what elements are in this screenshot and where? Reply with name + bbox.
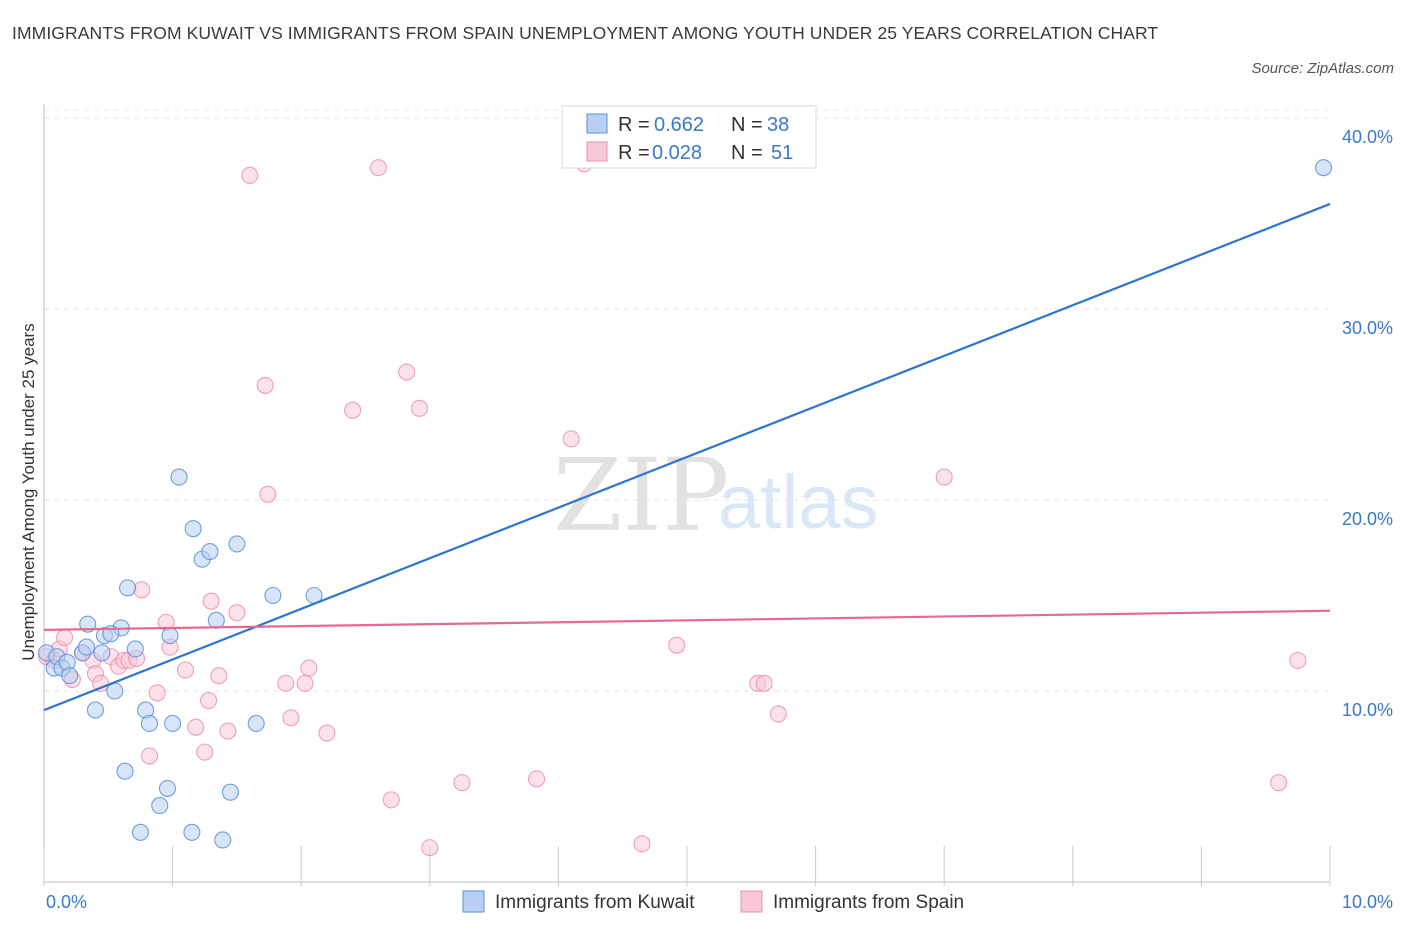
point-kuwait-7 bbox=[77, 638, 95, 656]
point-spain-49 bbox=[769, 705, 787, 723]
point-spain-52 bbox=[1289, 651, 1307, 669]
tick-labels: 10.0% 20.0% 30.0% 40.0% 0.0% 10.0% bbox=[46, 127, 1393, 912]
point-kuwait-37 bbox=[1315, 159, 1333, 177]
point-spain-30 bbox=[277, 674, 295, 692]
point-kuwait-19 bbox=[151, 797, 169, 815]
trend-line-kuwait bbox=[43, 202, 1331, 712]
point-kuwait-9 bbox=[86, 701, 104, 719]
source-label: Source: ZipAtlas.com bbox=[1251, 60, 1394, 77]
point-spain-26 bbox=[228, 604, 246, 622]
trend-line-spain bbox=[43, 609, 1331, 631]
trend-lines bbox=[43, 202, 1331, 712]
legend-n-label-spain: N = bbox=[731, 142, 763, 164]
point-kuwait-21 bbox=[161, 627, 179, 645]
bottom-legend-swatch-kuwait bbox=[462, 890, 485, 913]
point-spain-29 bbox=[259, 485, 277, 503]
watermark-atlas: atlas bbox=[718, 460, 879, 545]
point-spain-34 bbox=[318, 724, 336, 742]
point-spain-40 bbox=[421, 839, 439, 857]
bottom-legend-label-kuwait: Immigrants from Kuwait bbox=[495, 892, 695, 913]
point-spain-51 bbox=[1270, 774, 1288, 792]
point-kuwait-31 bbox=[228, 535, 246, 553]
y-tick-label-30: 30.0% bbox=[1342, 318, 1393, 338]
watermark-zip: ZIP bbox=[553, 437, 729, 554]
legend-r-value-spain: 0.028 bbox=[652, 142, 702, 164]
legend-swatch-spain bbox=[586, 141, 608, 162]
point-spain-42 bbox=[527, 770, 546, 788]
point-spain-22 bbox=[200, 691, 218, 710]
point-spain-46 bbox=[668, 636, 686, 654]
point-kuwait-24 bbox=[183, 823, 201, 841]
point-kuwait-14 bbox=[119, 579, 137, 597]
legend-swatch-kuwait bbox=[586, 113, 608, 134]
point-spain-39 bbox=[410, 399, 429, 417]
point-spain-43 bbox=[562, 430, 580, 448]
gridlines bbox=[44, 109, 1330, 692]
point-kuwait-36 bbox=[116, 762, 134, 780]
bottom-legend: Immigrants from Kuwait Immigrants from S… bbox=[462, 890, 964, 913]
bottom-legend-swatch-spain bbox=[740, 890, 763, 913]
point-spain-50 bbox=[935, 468, 953, 486]
legend-n-value-spain: 51 bbox=[771, 142, 793, 164]
point-kuwait-5 bbox=[61, 667, 79, 685]
y-tick-label-40: 40.0% bbox=[1342, 127, 1393, 147]
point-spain-41 bbox=[453, 774, 471, 792]
point-spain-20 bbox=[187, 718, 205, 736]
point-spain-35 bbox=[344, 401, 362, 419]
y-axis-label: Unemployment Among Youth under 25 years bbox=[19, 323, 38, 660]
legend-n-value-kuwait: 38 bbox=[767, 114, 789, 136]
point-kuwait-33 bbox=[264, 586, 282, 605]
watermark: ZIP atlas bbox=[553, 437, 879, 554]
point-spain-32 bbox=[296, 674, 314, 692]
point-spain-21 bbox=[196, 743, 214, 761]
point-spain-27 bbox=[241, 166, 259, 184]
y-tick-label-20: 20.0% bbox=[1342, 509, 1393, 529]
point-spain-48 bbox=[755, 674, 773, 692]
y-tick-label-10: 10.0% bbox=[1342, 700, 1393, 720]
point-kuwait-15 bbox=[126, 640, 144, 658]
point-kuwait-22 bbox=[164, 714, 182, 733]
point-kuwait-23 bbox=[170, 468, 188, 486]
point-spain-19 bbox=[176, 661, 195, 679]
series-kuwait-points bbox=[38, 159, 1333, 849]
point-kuwait-25 bbox=[184, 520, 202, 538]
legend-r-label-spain: R = bbox=[618, 142, 650, 164]
point-spain-23 bbox=[202, 592, 220, 610]
point-kuwait-30 bbox=[221, 783, 240, 801]
point-kuwait-27 bbox=[201, 543, 219, 561]
point-spain-36 bbox=[369, 159, 387, 177]
point-spain-25 bbox=[219, 722, 237, 740]
point-kuwait-10 bbox=[93, 644, 111, 662]
point-spain-45 bbox=[633, 835, 651, 853]
point-spain-37 bbox=[382, 791, 400, 809]
x-tick-label-max: 10.0% bbox=[1342, 892, 1393, 912]
bottom-legend-label-spain: Immigrants from Spain bbox=[773, 892, 964, 913]
x-tick-label-min: 0.0% bbox=[46, 892, 87, 912]
legend-box: R = 0.662 N = 38 R = 0.028 N = 51 bbox=[561, 105, 817, 169]
point-spain-38 bbox=[398, 363, 416, 381]
point-spain-14 bbox=[133, 581, 151, 599]
point-kuwait-32 bbox=[247, 714, 265, 733]
point-spain-33 bbox=[300, 659, 318, 677]
point-spain-3 bbox=[56, 628, 74, 647]
point-spain-16 bbox=[148, 684, 166, 702]
legend-r-label-kuwait: R = bbox=[618, 114, 650, 136]
legend-r-value-kuwait: 0.662 bbox=[654, 114, 704, 136]
point-kuwait-20 bbox=[158, 779, 177, 797]
point-spain-28 bbox=[256, 376, 274, 394]
point-kuwait-29 bbox=[214, 831, 232, 849]
point-kuwait-16 bbox=[131, 823, 149, 841]
point-spain-31 bbox=[282, 709, 300, 727]
point-spain-15 bbox=[140, 747, 159, 765]
point-spain-24 bbox=[210, 667, 228, 685]
legend-n-label-kuwait: N = bbox=[731, 114, 763, 136]
point-kuwait-18 bbox=[140, 714, 159, 733]
point-kuwait-28 bbox=[207, 611, 225, 629]
chart-title: IMMIGRANTS FROM KUWAIT VS IMMIGRANTS FRO… bbox=[12, 23, 1159, 43]
